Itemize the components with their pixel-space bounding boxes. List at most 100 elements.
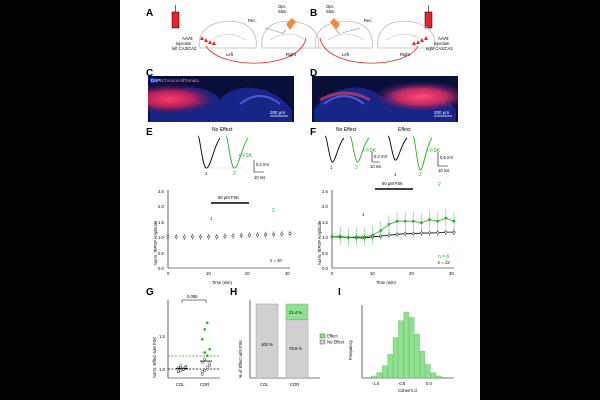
data-point <box>436 231 440 235</box>
data-point <box>420 221 423 225</box>
dapi-legend: DAPI <box>151 78 162 83</box>
left-label: Left <box>226 52 234 57</box>
histogram-bar <box>409 317 415 379</box>
legend-effect-label: Effect <box>327 334 338 339</box>
x-axis-label: Cohen's d <box>398 388 417 393</box>
x-tick: 20 <box>409 271 414 276</box>
data-point <box>200 337 204 341</box>
data-point <box>452 230 456 234</box>
y-axis-label: Norm. Effect size FSK <box>152 337 157 378</box>
data-point <box>371 233 375 237</box>
injection-line-2: injection <box>176 41 192 46</box>
panel-c-micrograph: DAPI Chronos-tdTomato 200 µm <box>148 76 294 122</box>
data-point <box>208 362 212 366</box>
injection-line-3: right CA3/CA2 <box>426 46 453 51</box>
data-point <box>239 234 243 238</box>
data-point <box>395 219 399 223</box>
y-tick: 2.5 <box>158 189 164 194</box>
x-tick: 10 <box>206 271 211 276</box>
panel-label-f: F <box>310 127 316 138</box>
data-point <box>179 368 183 372</box>
x-tick: 0 <box>167 271 170 276</box>
time-point-2: 2 <box>272 208 275 214</box>
p-value: 0.085 <box>187 294 198 299</box>
right-label: Right <box>286 52 297 57</box>
data-point <box>182 235 186 239</box>
figure-canvas: A B C D E F G H I AAV9 injection left CA… <box>146 4 458 393</box>
panel-f-plot: 50 µM FSK 1 2 n = 6 n = 22 Time (min) No… <box>317 181 456 285</box>
panel-e-plot: 50 µM FSK 1 2 n = 20 Time (min) Norm. fE… <box>153 189 292 285</box>
data-point <box>411 219 415 223</box>
panel-label-g: G <box>146 287 154 298</box>
opt-stim-fiber-icon <box>330 18 340 30</box>
trace-label-2: 2 <box>355 165 358 171</box>
n-total-label: n = 22 <box>438 260 450 265</box>
injection-line-1: AAV9 <box>182 36 193 41</box>
bar-no-effect <box>255 303 279 379</box>
y-axis-label: Frequency <box>348 339 353 360</box>
fsk-trace-label: + FSK <box>238 153 253 159</box>
panel-label-e: E <box>146 127 153 138</box>
histogram-bar <box>441 377 447 379</box>
data-point <box>205 321 209 325</box>
data-point <box>215 235 219 239</box>
panel-b-schematic: AAV9 injection right CA3/CA2 Rec. Opt. S… <box>314 4 453 64</box>
data-point <box>247 233 251 237</box>
data-point <box>354 235 358 239</box>
injection-line-1: AAV9 <box>438 36 449 41</box>
data-point <box>256 233 259 237</box>
y-tick: 1.0 <box>322 235 328 240</box>
time-point-1: 1 <box>362 212 365 217</box>
histogram-bar <box>392 337 399 379</box>
panel-label-b: B <box>310 8 317 19</box>
scale-mv-right: 0.5 mV <box>440 155 453 160</box>
x-tick: 20 <box>245 271 250 276</box>
category-label: COL <box>260 382 269 387</box>
data-point <box>200 360 204 364</box>
y-tick: 1.5 <box>158 220 164 225</box>
y-tick: 1.0 <box>158 235 164 240</box>
scale-bar-c: 200 µm <box>270 110 285 115</box>
data-point <box>203 351 207 354</box>
legend-no-effect-swatch <box>319 339 326 345</box>
y-tick: 0.0 <box>158 266 164 271</box>
data-point <box>200 372 204 376</box>
y-tick: 1.0 <box>159 367 165 372</box>
scale-bar <box>253 160 264 173</box>
data-point <box>428 218 432 222</box>
fsk-trace-label: + FSK <box>426 148 441 154</box>
legend-no-effect-label: No Effect <box>327 340 345 345</box>
significance-bracket <box>181 299 207 303</box>
panel-i-plot: Frequency Cohen's d -1.0 -0.5 0.0 <box>348 305 454 393</box>
histogram-bar <box>403 311 409 379</box>
y-tick: 0.0 <box>322 266 328 271</box>
data-point <box>403 219 407 223</box>
scale-ms: 10 ms <box>254 175 265 180</box>
data-point <box>444 230 448 234</box>
panel-f-traces: No Effect Effect 1 2 + FSK 0.2 mV 10 ms … <box>324 127 453 178</box>
right-hemisphere-outline <box>261 20 320 49</box>
commissural-projection <box>205 37 307 64</box>
data-point <box>223 234 227 238</box>
y-tick: 0.5 <box>322 251 328 256</box>
figure-sheet: A B C D E F G H I AAV9 injection left CA… <box>120 0 480 400</box>
category-label: COR <box>200 382 209 387</box>
histogram-bar <box>425 364 431 379</box>
category-label: COL <box>176 382 185 387</box>
data-point <box>203 327 207 331</box>
data-point <box>428 231 432 235</box>
panel-h-plot: % of Effect with FSK COL COR Effect No E… <box>238 300 345 387</box>
data-point <box>190 235 194 238</box>
histogram-bar <box>365 377 372 379</box>
data-point <box>379 229 383 233</box>
y-tick: 2.0 <box>158 204 164 209</box>
data-point <box>231 234 235 238</box>
data-point <box>452 219 456 223</box>
x-axis-label: Time (min) <box>376 280 396 285</box>
e-title: No Effect <box>212 127 233 133</box>
x-tick: 10 <box>370 271 375 276</box>
bar-value-label: 78.6 % <box>289 346 302 351</box>
stim-label-2: Stim. <box>326 9 336 14</box>
data-point <box>346 235 350 239</box>
drug-bar-label: 50 µM FSK <box>382 181 403 186</box>
